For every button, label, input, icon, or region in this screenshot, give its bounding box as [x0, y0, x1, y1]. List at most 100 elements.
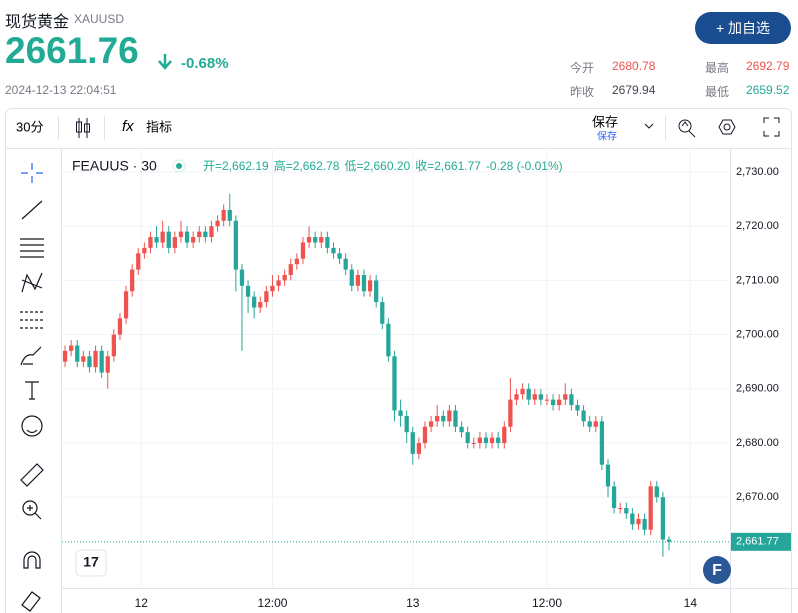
last-price-box: [731, 532, 791, 551]
candle-body: [544, 399, 550, 401]
candle-body: [489, 437, 495, 444]
legend-dot: [176, 163, 182, 169]
candle-body: [258, 302, 263, 308]
x-tick-label: 12: [135, 596, 149, 610]
fullscreen-icon[interactable]: [763, 117, 780, 137]
candle-body: [294, 258, 300, 265]
candle-body: [111, 334, 116, 357]
candle-body: [416, 443, 422, 454]
candle-body: [270, 285, 275, 292]
chevron[interactable]: [644, 123, 654, 129]
candle-body: [367, 280, 373, 292]
candle-body: [343, 258, 348, 270]
interval[interactable]: 30分: [16, 119, 43, 134]
candle-body: [276, 280, 281, 286]
stat-value: 2680.78: [612, 59, 656, 73]
candle-body: [483, 437, 489, 444]
stat-value: 2679.94: [612, 83, 656, 97]
candle-body: [428, 421, 434, 427]
candle-body: [355, 274, 361, 286]
legend-dot-ring: [172, 159, 186, 173]
candle-body: [459, 426, 464, 433]
candle-body: [599, 421, 605, 465]
trendline-tool[interactable]: [21, 200, 43, 220]
candle-body: [605, 464, 611, 487]
candle-body: [306, 237, 312, 243]
alert-icon[interactable]: [678, 119, 696, 138]
candle-body: [215, 220, 220, 227]
candle-body: [245, 285, 251, 297]
instrument-symbol: XAUUSD: [74, 12, 125, 26]
stat-label: 最低: [705, 85, 730, 99]
candle-body: [398, 410, 403, 416]
candle-body: [264, 291, 269, 303]
candle-body: [465, 432, 470, 444]
x-tick-label: 13: [406, 596, 420, 610]
candle-body: [142, 247, 147, 254]
crosshair-tool[interactable]: [21, 163, 43, 183]
indicators[interactable]: 指标: [146, 119, 172, 134]
candle-body: [197, 231, 202, 238]
brush-tool[interactable]: [20, 346, 42, 366]
legend-values: 开=2,662.19 高=2,662.78 低=2,660.20 收=2,661.77…: [203, 158, 563, 173]
candle-body: [337, 253, 342, 259]
candle-body: [191, 237, 196, 243]
candle-body: [630, 513, 635, 525]
y-tick-label: 2,690.00: [736, 383, 779, 395]
candle-body: [117, 318, 123, 335]
fib-tool[interactable]: [20, 238, 44, 258]
save-sub: 保存: [597, 130, 617, 143]
candle-body: [410, 432, 415, 454]
add-watchlist-button[interactable]: + 加自选: [695, 12, 791, 44]
candle-body: [557, 399, 562, 406]
draw-lock-tool[interactable]: [21, 591, 41, 612]
prediction-tool[interactable]: [20, 311, 44, 329]
fx-icon[interactable]: fx: [122, 118, 134, 135]
emoji-tool[interactable]: [21, 415, 43, 437]
candle-body: [447, 410, 452, 422]
candle-body: [331, 247, 336, 254]
candle-body: [288, 264, 293, 275]
candle-body: [435, 415, 440, 422]
magnet-tool[interactable]: [23, 551, 41, 569]
candle-body: [233, 220, 238, 270]
candle-body: [87, 356, 92, 368]
candle-body: [538, 394, 544, 400]
candle-body: [349, 269, 354, 286]
candle-body: [361, 274, 367, 292]
candle-body: [477, 437, 483, 444]
zoom-tool-lines: [27, 505, 42, 520]
ruler-tool[interactable]: [20, 463, 44, 487]
candle-body: [203, 231, 208, 238]
candle-body: [166, 231, 171, 248]
y-tick-label: 2,710.00: [736, 274, 779, 286]
legend-value: 高=2,662.78: [274, 158, 340, 173]
settings-icon[interactable]: [718, 119, 736, 135]
legend-title: FEAUUS · 30: [72, 158, 157, 174]
zoom-tool[interactable]: [22, 500, 38, 516]
candle-body: [69, 345, 74, 351]
tv-logo: 17: [75, 549, 107, 577]
candle-icon[interactable]: [76, 118, 90, 138]
candle-body: [239, 269, 245, 286]
last-price-label: 2,661.77: [736, 536, 779, 548]
candle-body: [184, 231, 190, 243]
stat-value: 2692.79: [746, 59, 790, 73]
save[interactable]: 保存: [592, 114, 618, 129]
pattern-tool[interactable]: [21, 272, 43, 293]
candle-body: [593, 421, 598, 427]
candle-body: [642, 518, 647, 530]
candle-body: [75, 345, 80, 362]
emoji-smile: [26, 429, 38, 434]
candle-body: [502, 426, 507, 444]
candle-body: [227, 209, 232, 221]
candle-body: [636, 518, 641, 525]
candle-body: [654, 486, 659, 498]
candle-body: [300, 242, 306, 259]
x-tick-label: 12:00: [532, 596, 562, 610]
candle-body: [380, 302, 385, 324]
candle-body: [575, 405, 580, 411]
text-tool[interactable]: [25, 381, 39, 400]
candle-body: [325, 237, 330, 248]
